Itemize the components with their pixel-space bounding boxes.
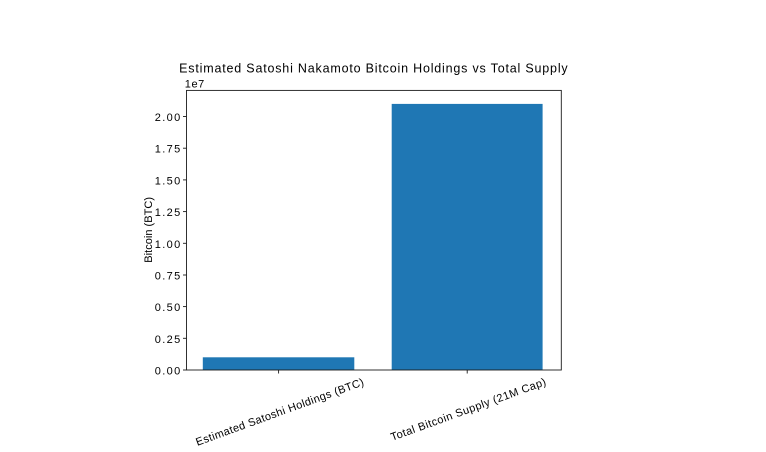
svg-text:1.75: 1.75 <box>155 144 180 156</box>
svg-text:Bitcoin (BTC): Bitcoin (BTC) <box>143 197 155 263</box>
svg-text:1.00: 1.00 <box>155 239 180 251</box>
svg-text:0.00: 0.00 <box>155 366 180 378</box>
svg-text:0.50: 0.50 <box>155 302 180 314</box>
svg-text:1e7: 1e7 <box>185 79 205 91</box>
svg-text:0.75: 0.75 <box>155 271 180 283</box>
svg-text:0.25: 0.25 <box>155 334 180 346</box>
svg-text:2.00: 2.00 <box>155 112 180 124</box>
svg-text:1.50: 1.50 <box>155 175 180 187</box>
svg-text:Estimated Satoshi Nakamoto Bit: Estimated Satoshi Nakamoto Bitcoin Holdi… <box>179 62 568 76</box>
svg-text:1.25: 1.25 <box>155 207 180 219</box>
